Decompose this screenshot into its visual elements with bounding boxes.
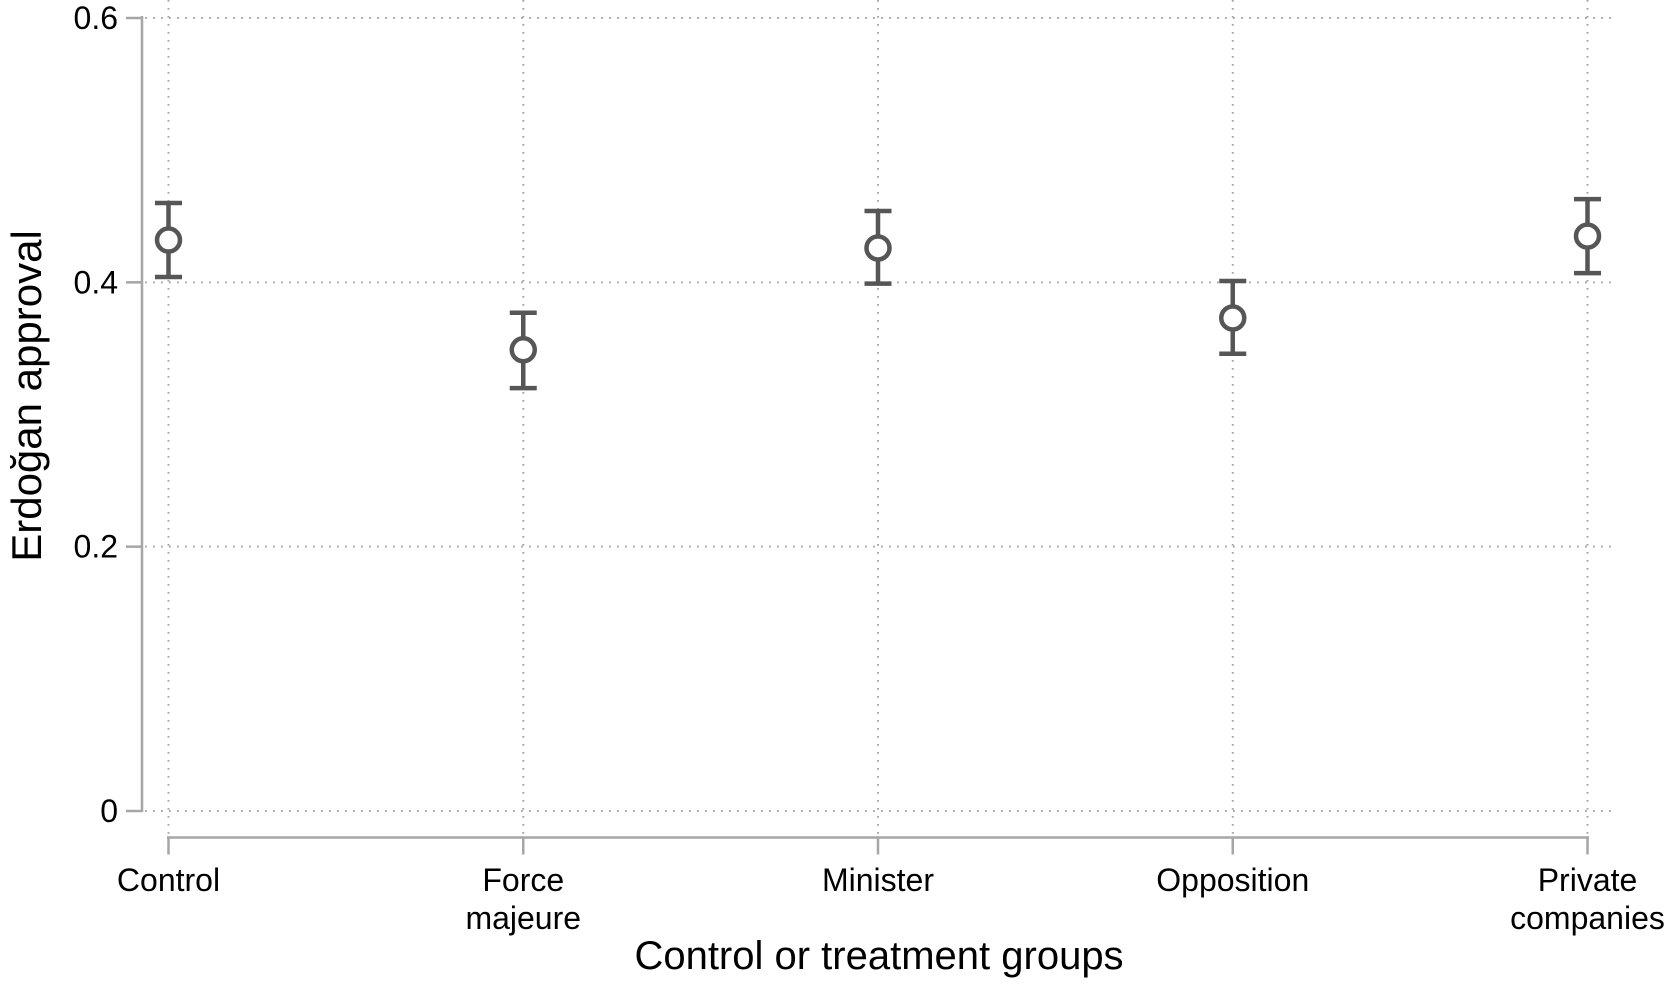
x-tick-label: Opposition xyxy=(1156,862,1309,898)
y-tick-label: 0.2 xyxy=(74,529,118,565)
x-tick-label: Force majeure xyxy=(465,862,581,936)
mean-marker xyxy=(1573,222,1602,250)
x-axis-title: Control or treatment groups xyxy=(634,934,1124,978)
y-tick-label: 0.6 xyxy=(74,0,118,36)
x-tick-label: Control xyxy=(117,862,220,898)
mean-marker xyxy=(154,226,183,254)
y-axis-title: Erdoğan approval xyxy=(3,230,50,562)
x-tick-label: Minister xyxy=(822,862,934,898)
mean-marker xyxy=(1219,304,1247,332)
x-tick-label: Private companies xyxy=(1510,862,1665,936)
mean-marker xyxy=(509,335,537,364)
y-tick-label: 0.4 xyxy=(74,264,118,300)
y-tick-label: 0 xyxy=(100,793,118,829)
mean-marker xyxy=(864,234,892,262)
